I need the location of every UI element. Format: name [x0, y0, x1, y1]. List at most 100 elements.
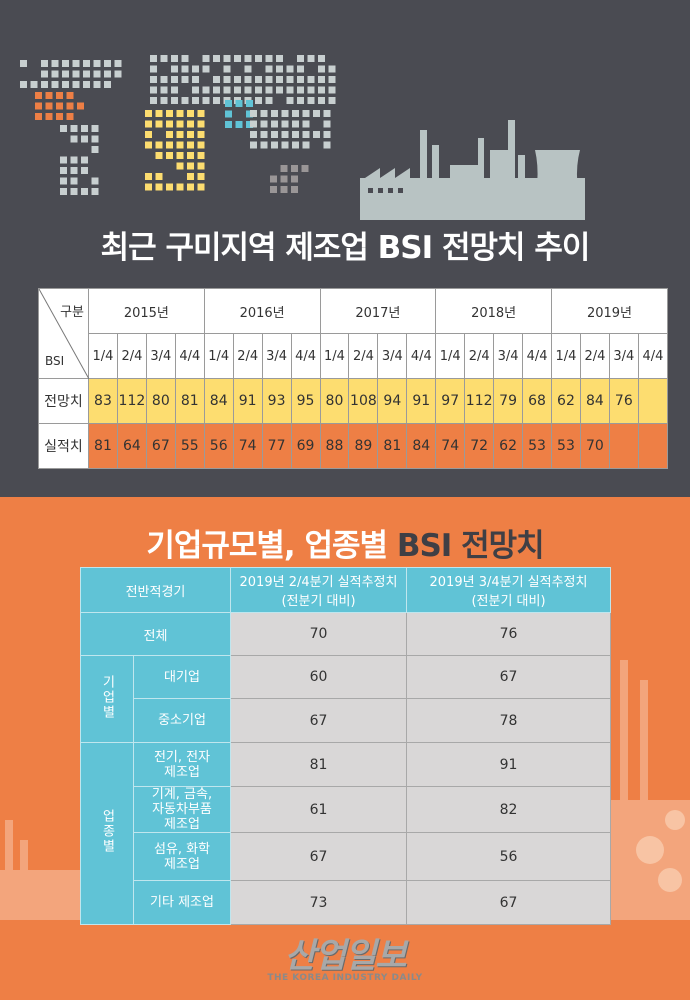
year-header: 2017년 — [320, 289, 436, 334]
value-cell-q3: 78 — [407, 699, 611, 743]
quarter-header: 2/4 — [117, 334, 146, 379]
quarter-header: 4/4 — [407, 334, 436, 379]
corner-header: 구분 BSI — [39, 289, 89, 379]
quarter-header: 1/4 — [89, 334, 118, 379]
factory-gears-illustration — [610, 660, 690, 920]
table-row: 전체 70 76 — [81, 613, 611, 656]
quarter-header: 3/4 — [146, 334, 175, 379]
row-label: 실적치 — [39, 424, 89, 469]
value-cell — [638, 379, 667, 424]
value-cell: 91 — [233, 379, 262, 424]
value-cell: 112 — [117, 379, 146, 424]
value-cell: 64 — [117, 424, 146, 469]
year-header: 2016년 — [204, 289, 320, 334]
value-cell: 74 — [233, 424, 262, 469]
value-cell-q3: 67 — [407, 656, 611, 699]
value-cell: 72 — [465, 424, 494, 469]
value-cell: 77 — [262, 424, 291, 469]
value-cell: 84 — [407, 424, 436, 469]
value-cell: 79 — [494, 379, 523, 424]
value-cell: 81 — [89, 424, 118, 469]
value-cell-q2: 60 — [231, 656, 407, 699]
section-title-main: 기업규모별, 업종별 — [146, 528, 397, 564]
value-cell-q3: 67 — [407, 881, 611, 925]
quarter-header: 1/4 — [436, 334, 465, 379]
value-cell: 76 — [609, 379, 638, 424]
quarter-header: 3/4 — [262, 334, 291, 379]
value-cell: 53 — [552, 424, 581, 469]
value-cell: 95 — [291, 379, 320, 424]
quarter-header: 1/4 — [204, 334, 233, 379]
value-cell — [638, 424, 667, 469]
value-cell: 89 — [349, 424, 378, 469]
value-cell-q2: 81 — [231, 743, 407, 787]
quarter-header: 2/4 — [580, 334, 609, 379]
quarter-header: 1/4 — [320, 334, 349, 379]
value-cell: 74 — [436, 424, 465, 469]
header-q3: 2019년 3/4분기 실적추정치 (전분기 대비) — [407, 568, 611, 613]
quarter-header: 3/4 — [378, 334, 407, 379]
row-label: 섬유, 화학 제조업 — [134, 833, 231, 881]
value-cell: 84 — [580, 379, 609, 424]
value-cell: 70 — [580, 424, 609, 469]
header-q2: 2019년 2/4분기 실적추정치 (전분기 대비) — [231, 568, 407, 613]
value-cell: 81 — [175, 379, 204, 424]
value-cell: 53 — [523, 424, 552, 469]
logo: 산업일보 THE KOREA INDUSTRY DAILY — [0, 928, 690, 983]
value-cell: 91 — [407, 379, 436, 424]
quarter-header: 2/4 — [233, 334, 262, 379]
table-row: 기계, 금속, 자동차부품 제조업 61 82 — [81, 787, 611, 833]
quarter-header: 2/4 — [465, 334, 494, 379]
corner-top-label: 구분 — [60, 301, 84, 320]
row-label: 기타 제조업 — [134, 881, 231, 925]
value-cell-q3: 56 — [407, 833, 611, 881]
value-cell: 80 — [320, 379, 349, 424]
year-header: 2019년 — [552, 289, 668, 334]
value-cell: 94 — [378, 379, 407, 424]
quarter-header: 4/4 — [523, 334, 552, 379]
quarter-header: 3/4 — [494, 334, 523, 379]
corner-bottom-label: BSI — [45, 354, 64, 368]
value-cell: 62 — [552, 379, 581, 424]
value-cell: 84 — [204, 379, 233, 424]
factory-left-illustration — [0, 820, 80, 920]
value-cell: 68 — [523, 379, 552, 424]
group-label: 기업별 — [98, 675, 117, 720]
row-label: 대기업 — [134, 656, 231, 699]
row-label: 중소기업 — [134, 699, 231, 743]
value-cell: 69 — [291, 424, 320, 469]
header-overall: 전반적경기 — [81, 568, 231, 613]
logo-english: THE KOREA INDUSTRY DAILY — [0, 973, 690, 983]
value-cell: 67 — [146, 424, 175, 469]
row-label: 전기, 전자 제조업 — [134, 743, 231, 787]
value-cell: 93 — [262, 379, 291, 424]
table-row: 기타 제조업 73 67 — [81, 881, 611, 925]
value-cell: 81 — [378, 424, 407, 469]
value-cell: 97 — [436, 379, 465, 424]
factory-illustration — [360, 110, 590, 220]
quarter-header: 3/4 — [609, 334, 638, 379]
logo-korean: 산업일보 — [0, 928, 690, 977]
group-label: 업종별 — [98, 809, 117, 854]
value-cell: 108 — [349, 379, 378, 424]
value-cell-q3: 91 — [407, 743, 611, 787]
table-row: 업종별 전기, 전자 제조업 81 91 — [81, 743, 611, 787]
year-header: 2018년 — [436, 289, 552, 334]
row-label: 전망치 — [39, 379, 89, 424]
quarter-header: 4/4 — [175, 334, 204, 379]
value-cell: 56 — [204, 424, 233, 469]
value-cell-q2: 67 — [231, 833, 407, 881]
section-title: 기업규모별, 업종별 BSI 전망치 — [0, 520, 690, 565]
segment-bsi-table: 전반적경기 2019년 2/4분기 실적추정치 (전분기 대비) 2019년 3/… — [80, 567, 611, 925]
value-cell-q2: 73 — [231, 881, 407, 925]
quarter-header: 4/4 — [638, 334, 667, 379]
value-cell: 83 — [89, 379, 118, 424]
section-title-accent: BSI 전망치 — [397, 528, 544, 564]
value-cell: 112 — [465, 379, 494, 424]
row-label: 기계, 금속, 자동차부품 제조업 — [134, 787, 231, 833]
table-row: 실적치 81 64 67 55 56 74 77 69 88 89 81 84 74 72 62 53 53 70 — [39, 424, 668, 469]
value-cell-q3: 82 — [407, 787, 611, 833]
bsi-trend-table: 구분 BSI 2015년 2016년 2017년 2018년 2019년 1/4 2/4 3… — [38, 288, 668, 469]
table-row: 중소기업 67 78 — [81, 699, 611, 743]
quarter-header: 4/4 — [291, 334, 320, 379]
